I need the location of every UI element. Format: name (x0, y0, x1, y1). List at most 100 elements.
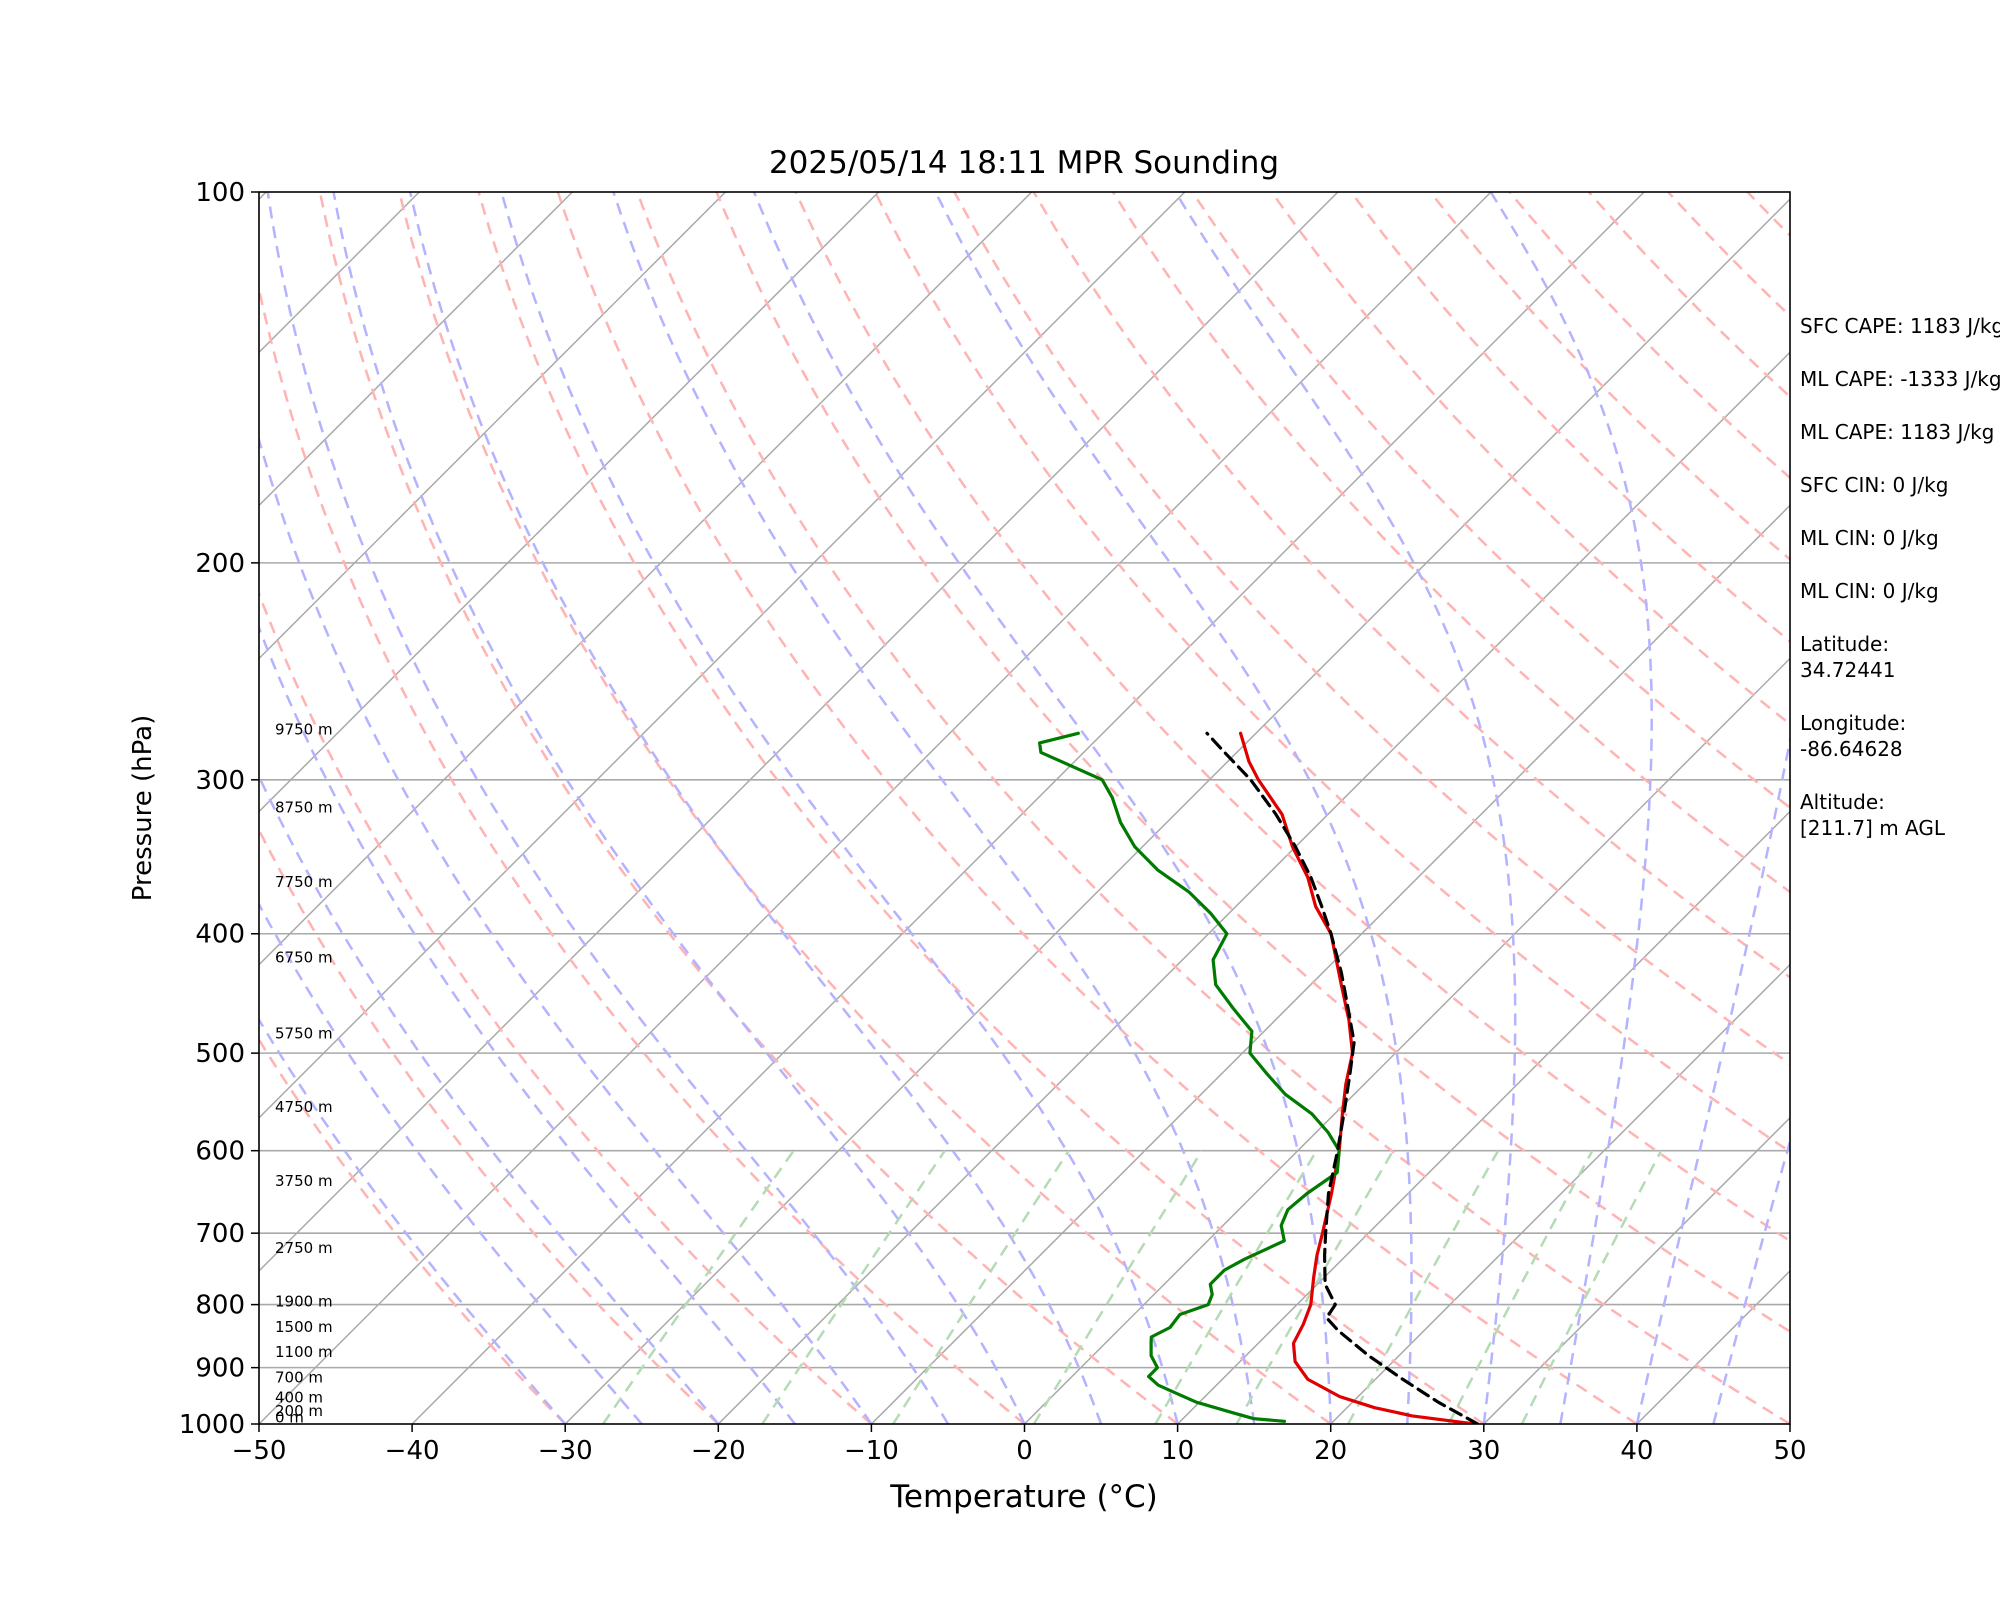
height-label: 2750 m (275, 1239, 333, 1257)
x-tick-label: −50 (232, 1436, 287, 1466)
isotherm-line (1483, 1116, 1790, 1424)
height-label: 5750 m (275, 1025, 333, 1043)
moist-adiabat-line (1174, 192, 1517, 1424)
height-label: 3750 m (275, 1172, 333, 1190)
x-axis-ticks: −50 −40 −30 −20 −10 0 10 20 30 40 50 (232, 1424, 1807, 1466)
y-tick-label: 700 (195, 1219, 245, 1249)
background-lines (0, 192, 1790, 1424)
mixing-ratio-line (1032, 1150, 1204, 1424)
height-label: 7750 m (275, 873, 333, 891)
dry-adiabat-line (259, 590, 873, 1424)
y-tick-label: 1000 (179, 1410, 245, 1440)
x-tick-label: 20 (1314, 1436, 1347, 1466)
moist-adiabat-line (259, 435, 873, 1424)
dry-adiabat-line (556, 192, 1638, 1424)
dry-adiabat-line (398, 192, 1332, 1424)
x-tick-label: 30 (1467, 1436, 1500, 1466)
moist-adiabat-line (934, 192, 1413, 1424)
ml-cin-text: ML CIN: 0 J/kg (1800, 526, 1939, 550)
moist-adiabat-line (259, 624, 796, 1424)
sfc-cape-text: SFC CAPE: 1183 J/kg (1800, 314, 2000, 338)
y-tick-label: 200 (195, 549, 245, 579)
sounding-stats-panel: SFC CAPE: 1183 J/kg ML CAPE: -1333 J/kg … (1800, 313, 2000, 868)
height-label: 400 m (275, 1389, 323, 1407)
isotherm-line (564, 198, 1790, 1424)
mixing-ratio-line (761, 1149, 946, 1424)
longitude-value: -86.64628 (1800, 737, 1903, 761)
dry-adiabat-line (636, 192, 1790, 1424)
mixing-ratio-line (1235, 1150, 1395, 1424)
mixing-ratio-line (601, 1149, 795, 1424)
height-label: 1900 m (275, 1292, 333, 1310)
isotherm-line (259, 192, 1339, 1272)
height-label: 6750 m (275, 948, 333, 966)
x-tick-label: −20 (691, 1436, 746, 1466)
moist-adiabat-line (1635, 733, 1790, 1424)
x-tick-label: 0 (1016, 1436, 1033, 1466)
x-axis-label: Temperature (°C) (889, 1479, 1158, 1515)
parcel-path (1205, 731, 1480, 1424)
height-label: 9750 m (275, 720, 333, 738)
y-axis-label: Pressure (hPa) (128, 715, 158, 902)
isotherm-line (717, 351, 1790, 1424)
mixing-ratio-line (1520, 1150, 1663, 1424)
moist-adiabat-line (259, 1017, 567, 1424)
x-tick-label: 40 (1620, 1436, 1653, 1466)
moist-adiabat-line (1712, 1137, 1790, 1424)
moist-adiabat-line (408, 192, 1103, 1424)
latitude-value: 34.72441 (1800, 658, 1896, 682)
dry-adiabat-line (1429, 192, 1790, 561)
dry-adiabat-line (1111, 192, 1790, 894)
y-tick-label: 800 (195, 1291, 245, 1321)
isotherm-line (1177, 810, 1790, 1424)
dry-adiabat-line (1349, 192, 1790, 643)
isotherm-line (411, 192, 1645, 1424)
altitude-block: Altitude: [211.7] m AGL (1800, 789, 2000, 841)
height-label: 700 m (275, 1369, 323, 1387)
dry-adiabat-line (318, 192, 1179, 1424)
height-label: 200 m (275, 1402, 323, 1420)
x-tick-label: 50 (1773, 1436, 1806, 1466)
dry-adiabat-line (715, 192, 1790, 1334)
height-label: 1500 m (275, 1318, 333, 1336)
plot-frame (258, 191, 1791, 1425)
altitude-value: [211.7] m AGL (1800, 816, 1946, 840)
dry-adiabat-line (477, 192, 1485, 1424)
dry-adiabat-line (1032, 192, 1790, 979)
y-axis-ticks: 100 200 300 400 500 600 700 800 900 1000 (179, 178, 259, 1440)
ml-cape-text: ML CAPE: -1333 J/kg (1800, 367, 2000, 391)
moist-adiabat-line (500, 192, 1179, 1424)
isotherm-line (259, 192, 1186, 1119)
isotherm-line (870, 504, 1790, 1424)
mixing-ratio-line (892, 1150, 1070, 1424)
mixing-ratio-line (1154, 1150, 1318, 1424)
chart-title: 2025/05/14 18:11 MPR Sounding (769, 145, 1279, 181)
dry-adiabat-line (1191, 192, 1790, 810)
mixing-ratio-line (1347, 1150, 1500, 1424)
height-label: 1100 m (275, 1343, 333, 1361)
dry-adiabat-line (259, 827, 720, 1424)
dry-adiabat-line (259, 283, 1026, 1424)
x-tick-label: −40 (385, 1436, 440, 1466)
x-tick-label: −10 (844, 1436, 899, 1466)
isotherm-line (0, 192, 113, 1424)
altitude-label: Altitude: (1800, 790, 1885, 814)
isotherm-line (259, 192, 1492, 1424)
isotherm-line (259, 192, 727, 660)
y-tick-label: 500 (195, 1039, 245, 1069)
moist-adiabat-line (1489, 192, 1653, 1424)
y-tick-label: 600 (195, 1137, 245, 1167)
moist-adiabat-line (332, 192, 1026, 1424)
y-tick-label: 100 (195, 178, 245, 208)
dewpoint-profile (1038, 731, 1341, 1423)
ml-cin-text-2: ML CIN: 0 J/kg (1800, 579, 1939, 603)
latitude-label: Latitude: (1800, 632, 1890, 656)
moist-adiabat-line (266, 192, 950, 1424)
data-lines (1038, 731, 1480, 1424)
dry-adiabat-line (794, 192, 1790, 1243)
moist-adiabat-line (612, 192, 1256, 1424)
y-tick-label: 900 (195, 1354, 245, 1384)
dry-adiabat-line (953, 192, 1790, 1066)
